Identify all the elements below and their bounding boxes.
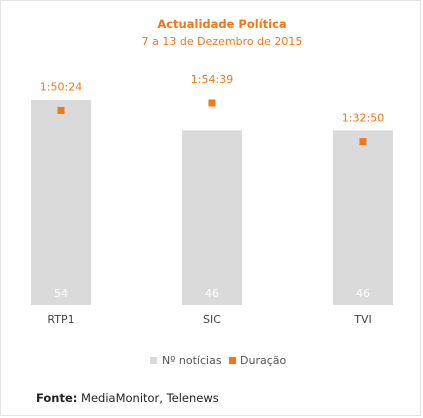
category-label-tvi: TVI — [353, 313, 372, 326]
category-label-rtp1: RTP1 — [47, 313, 74, 326]
category-label-sic: SIC — [203, 313, 221, 326]
source-label: Fonte: — [36, 391, 78, 405]
chart-title: Actualidade Política — [157, 17, 286, 31]
duration-point-tvi — [359, 138, 367, 146]
bar-value-label-sic: 46 — [205, 287, 219, 300]
legend-swatch-duracao — [229, 357, 236, 364]
source-note: Fonte: MediaMonitor, Telenews — [36, 391, 219, 405]
bar-rtp1 — [31, 100, 91, 305]
duration-point-rtp1 — [57, 107, 65, 115]
duration-point-sic — [208, 99, 216, 107]
legend: Nº notícias Duração — [150, 354, 286, 367]
bar-value-label-rtp1: 54 — [54, 287, 68, 300]
source-text: MediaMonitor, Telenews — [81, 391, 219, 405]
duration-label-sic: 1:54:39 — [191, 73, 233, 86]
bar-sic — [182, 130, 242, 305]
bar-tvi — [333, 130, 393, 305]
duration-label-rtp1: 1:50:24 — [40, 81, 82, 94]
duration-label-tvi: 1:32:50 — [342, 112, 384, 125]
legend-label-noticias: Nº notícias — [162, 354, 222, 367]
plot-area: 54 RTP1 1:50:24 46 SIC 1:54:39 46 TVI 1:32:50 — [31, 73, 393, 326]
legend-swatch-noticias — [150, 357, 157, 364]
bar-value-label-tvi: 46 — [356, 287, 370, 300]
legend-label-duracao: Duração — [240, 354, 286, 367]
chart-subtitle: 7 a 13 de Dezembro de 2015 — [142, 35, 303, 48]
